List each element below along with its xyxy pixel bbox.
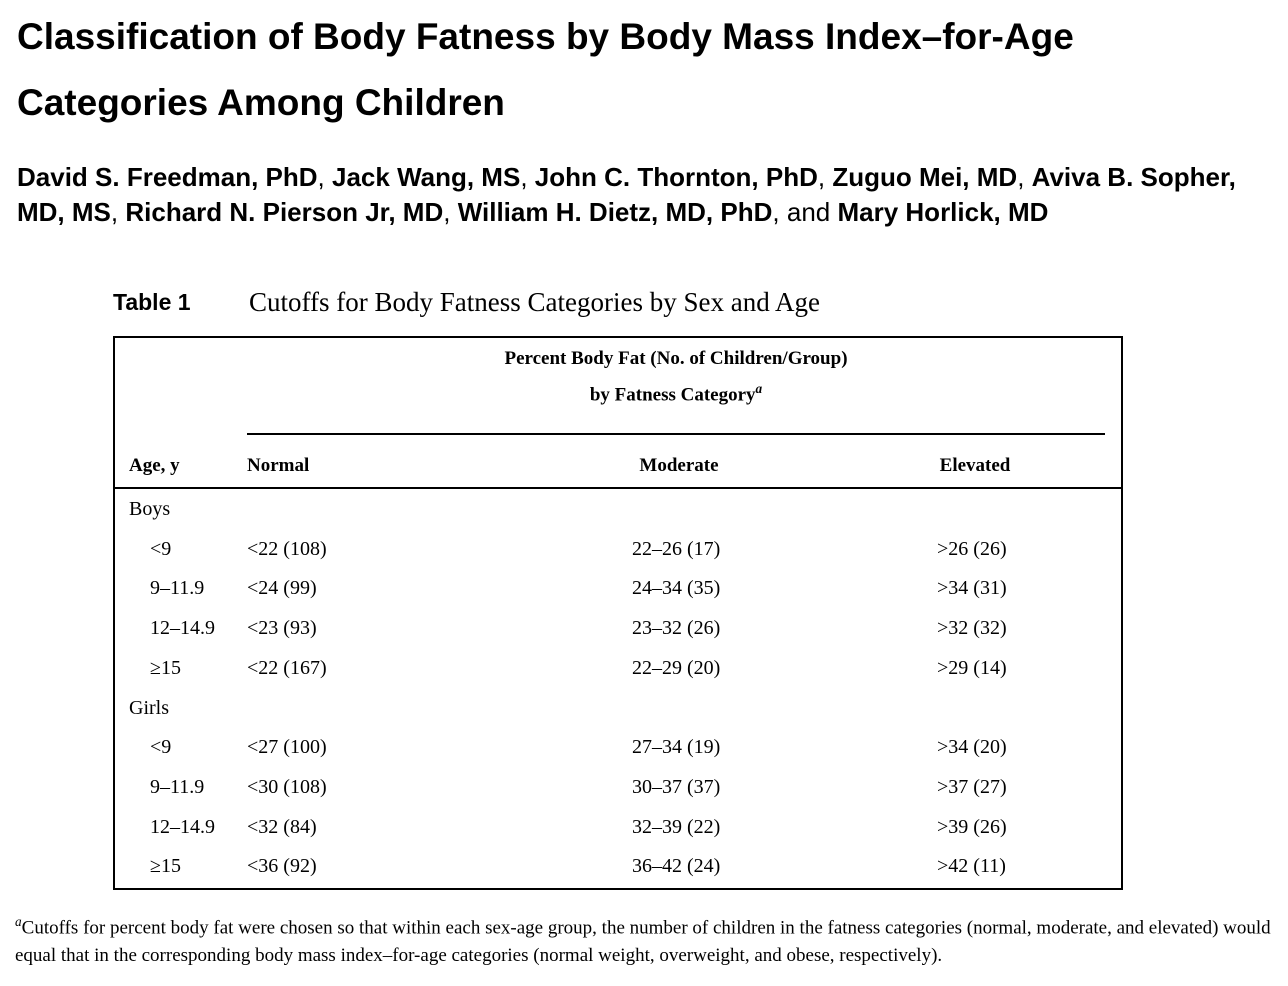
author-name: William H. Dietz, MD, PhD bbox=[457, 197, 773, 227]
author-name: Richard N. Pierson Jr, MD bbox=[125, 197, 444, 227]
separator: , bbox=[772, 197, 780, 227]
table-cell: <9 bbox=[150, 736, 172, 759]
column-header: Elevated bbox=[939, 455, 1011, 476]
separator: , bbox=[520, 162, 528, 192]
note-mark: a bbox=[755, 381, 763, 396]
separator: , bbox=[817, 162, 826, 192]
separator: , bbox=[110, 197, 119, 227]
table-cell: <27 (100) bbox=[247, 736, 327, 759]
table-cell: 9–11.9 bbox=[150, 775, 205, 798]
table-cell: >42 (11) bbox=[937, 855, 1006, 878]
table-cell: 12–14.9 bbox=[150, 815, 215, 838]
table-caption: Cutoffs for Body Fatness Categories by S… bbox=[249, 287, 820, 317]
table-cell: >34 (31) bbox=[937, 577, 1007, 600]
table-cell: ≥15 bbox=[150, 855, 181, 878]
author-name: David S. Freedman, PhD bbox=[17, 162, 318, 192]
author-name: Mary Horlick, MD bbox=[837, 197, 1049, 227]
author-list: David S. Freedman, PhD, Jack Wang, MS, J… bbox=[17, 160, 1279, 230]
table-cell: 32–39 (22) bbox=[632, 815, 721, 838]
author-name: Aviva B. Sopher, MD, MS bbox=[17, 162, 1236, 227]
table-cell: >37 (27) bbox=[937, 775, 1007, 798]
table-cell: 22–29 (20) bbox=[632, 656, 721, 679]
footnote: aCutoffs for percent body fat were chose… bbox=[15, 908, 1283, 970]
separator: , bbox=[1017, 162, 1025, 192]
table-label: Table 1 bbox=[113, 289, 191, 315]
footnote-text: Cutoffs for percent body fat were chosen… bbox=[15, 917, 1271, 967]
table-cell: ≥15 bbox=[150, 656, 181, 679]
author-name: Zuguo Mei, MD bbox=[832, 162, 1018, 192]
table-cell: 24–34 (35) bbox=[632, 577, 721, 600]
table-cell: 36–42 (24) bbox=[632, 855, 721, 878]
table-cell: <36 (92) bbox=[247, 855, 317, 878]
table-cell: <22 (108) bbox=[247, 537, 327, 560]
table-cell: >39 (26) bbox=[937, 815, 1007, 838]
table-cell: 27–34 (19) bbox=[632, 736, 721, 759]
table-cell: >34 (20) bbox=[937, 736, 1007, 759]
table-cell: 30–37 (37) bbox=[632, 775, 721, 798]
column-header: Age, y bbox=[129, 455, 180, 476]
table-cell: <30 (108) bbox=[247, 775, 327, 798]
header-bottom-rule bbox=[113, 487, 1121, 489]
spanning-header: Percent Body Fat (No. of Children/Group)… bbox=[247, 344, 1105, 410]
table-cell: 9–11.9 bbox=[150, 577, 205, 600]
table-cell: 12–14.9 bbox=[150, 617, 215, 640]
header-line: Percent Body Fat (No. of Children/Group) bbox=[504, 348, 848, 369]
header-line: by Fatness Categorya bbox=[247, 374, 1105, 410]
table-cell: <24 (99) bbox=[247, 577, 317, 600]
author-name: John C. Thornton, PhD bbox=[534, 162, 818, 192]
paper-title: Classification of Body Fatness by Body M… bbox=[17, 16, 1074, 123]
table-cell: >26 (26) bbox=[937, 537, 1007, 560]
header-text: by Fatness Category bbox=[589, 384, 756, 406]
table-cell: <32 (84) bbox=[247, 815, 317, 838]
separator: , bbox=[443, 197, 451, 227]
group-label: Girls bbox=[129, 696, 169, 719]
header-rule bbox=[247, 433, 1105, 435]
group-label: Boys bbox=[129, 498, 171, 520]
table-cell: 22–26 (17) bbox=[632, 537, 721, 560]
conjunction: and bbox=[786, 197, 831, 227]
table-cell: 23–32 (26) bbox=[632, 617, 721, 640]
note-mark: a bbox=[15, 914, 22, 929]
separator: , bbox=[317, 162, 325, 192]
column-header: Normal bbox=[247, 455, 310, 476]
table-cell: <22 (167) bbox=[247, 656, 327, 679]
table-frame bbox=[113, 336, 1123, 890]
table-cell: <9 bbox=[150, 537, 172, 560]
table-cell: >29 (14) bbox=[937, 656, 1007, 679]
table-cell: >32 (32) bbox=[937, 617, 1007, 640]
column-header: Moderate bbox=[639, 455, 719, 476]
author-name: Jack Wang, MS bbox=[332, 162, 521, 192]
table-cell: <23 (93) bbox=[247, 617, 317, 640]
